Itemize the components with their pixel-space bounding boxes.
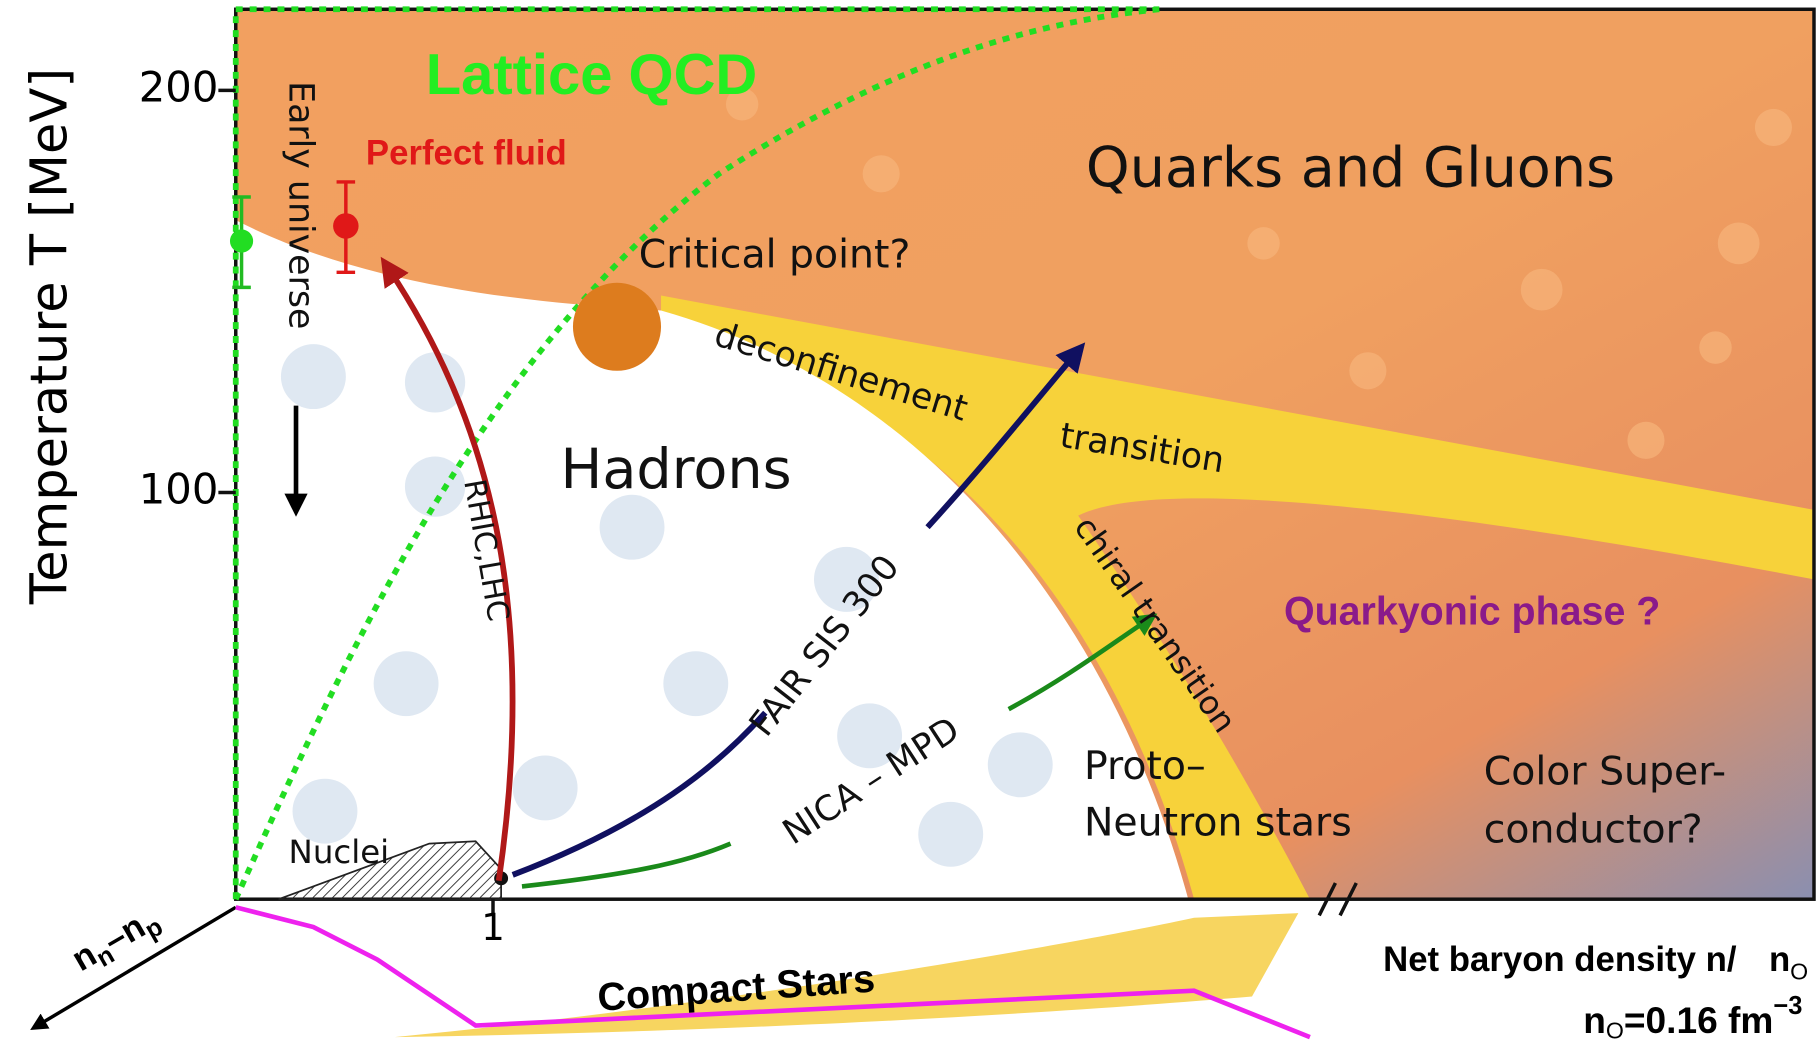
note-part: =0.16 fm bbox=[1624, 999, 1773, 1041]
qgp-label: Quarks and Gluons bbox=[1086, 136, 1615, 201]
y-tick-label: 200 bbox=[139, 62, 219, 111]
density-note: nO=0.16 fm−3 bbox=[1583, 992, 1802, 1044]
critical-point bbox=[573, 283, 661, 371]
critical-label: Critical point? bbox=[639, 232, 911, 278]
y-axis-title: Temperature T [MeV] bbox=[21, 68, 80, 605]
lattice-label: Lattice QCD bbox=[426, 43, 757, 107]
page: 200 100 1 Temperature T [MeV] Lattice QC… bbox=[0, 0, 1818, 1051]
early-universe-label: Early universe bbox=[280, 81, 320, 329]
x-title-part: Net baryon density n/ bbox=[1383, 941, 1737, 979]
hadrons-label: Hadrons bbox=[561, 437, 792, 502]
note-part: O bbox=[1606, 1018, 1624, 1044]
x-tick-label: 1 bbox=[481, 906, 505, 949]
phase-diagram: 200 100 1 Temperature T [MeV] Lattice QC… bbox=[0, 0, 1818, 1051]
x-axis-title: Net baryon density n/nO bbox=[1383, 941, 1808, 985]
x-title-part: O bbox=[1790, 958, 1808, 984]
color-super-label: Color Super- bbox=[1484, 749, 1726, 795]
y-tick-label: 100 bbox=[139, 464, 219, 513]
fluid-label: Perfect fluid bbox=[366, 134, 567, 172]
neutron-stars-label: Neutron stars bbox=[1084, 800, 1352, 846]
x-title-part: n bbox=[1769, 941, 1790, 979]
proto-label: Proto– bbox=[1084, 743, 1206, 789]
note-part: −3 bbox=[1773, 992, 1802, 1020]
note-part: n bbox=[1583, 999, 1606, 1041]
isospin-label: nn–np bbox=[66, 900, 168, 984]
conductor-label: conductor? bbox=[1484, 806, 1703, 852]
nuclei-label: Nuclei bbox=[289, 833, 390, 871]
quarkyonic-label: Quarkyonic phase ? bbox=[1284, 590, 1660, 634]
